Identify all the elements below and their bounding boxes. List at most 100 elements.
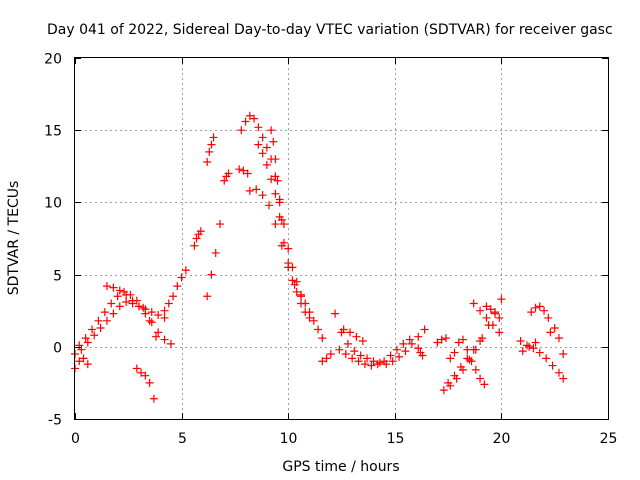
- plot-frame: [74, 57, 609, 420]
- data-point: [476, 374, 485, 383]
- data-point: [265, 201, 274, 210]
- data-point: [471, 365, 480, 374]
- data-point: [192, 234, 201, 243]
- data-point: [450, 348, 459, 357]
- data-point: [160, 306, 169, 315]
- data-point: [94, 316, 103, 325]
- data-point: [544, 313, 553, 322]
- data-point: [147, 308, 156, 317]
- data-point: [250, 114, 259, 123]
- data-point: [554, 368, 563, 377]
- data-point: [196, 227, 205, 236]
- data-point: [181, 266, 190, 275]
- data-point: [354, 357, 363, 366]
- data-point: [96, 324, 105, 333]
- x-tick-labels: 0 5 10 15 20 25: [71, 431, 617, 447]
- data-point: [207, 270, 216, 279]
- data-point: [109, 283, 118, 292]
- data-point: [102, 282, 111, 291]
- data-point: [540, 306, 549, 315]
- data-point: [360, 360, 369, 369]
- data-point: [401, 347, 410, 356]
- data-point: [271, 172, 280, 181]
- data-point: [254, 123, 263, 132]
- data-point: [205, 147, 214, 156]
- data-point: [100, 308, 109, 317]
- data-point: [139, 303, 148, 312]
- x-tick-label: 5: [178, 431, 187, 447]
- y-tick-label: 20: [44, 52, 62, 68]
- data-point: [113, 292, 122, 301]
- data-point: [271, 155, 280, 164]
- data-point: [446, 354, 455, 363]
- data-point: [239, 166, 248, 175]
- data-point: [356, 351, 365, 360]
- data-point: [392, 345, 401, 354]
- data-point: [414, 332, 423, 341]
- data-point: [318, 334, 327, 343]
- data-point: [284, 263, 293, 272]
- data-point: [296, 292, 305, 301]
- data-point: [152, 332, 161, 341]
- data-point: [245, 186, 254, 195]
- data-point: [160, 335, 169, 344]
- x-axis-label: GPS time / hours: [282, 459, 399, 475]
- data-point: [439, 386, 448, 395]
- data-point: [128, 296, 137, 305]
- data-point: [367, 361, 376, 370]
- data-point: [388, 357, 397, 366]
- data-point: [81, 334, 90, 343]
- data-point: [75, 341, 84, 350]
- data-point: [309, 316, 318, 325]
- data-point: [224, 169, 233, 178]
- data-point: [418, 351, 427, 360]
- data-point: [486, 305, 495, 314]
- data-point: [456, 363, 465, 372]
- data-point: [454, 338, 463, 347]
- data-point: [237, 126, 246, 135]
- data-point: [203, 157, 212, 166]
- data-point: [134, 302, 143, 311]
- data-point: [241, 117, 250, 126]
- data-point: [495, 328, 504, 337]
- data-point: [546, 328, 555, 337]
- x-tick-label: 0: [71, 431, 80, 447]
- data-point: [267, 175, 276, 184]
- y-tick-label: -5: [48, 413, 62, 429]
- data-point: [516, 337, 525, 346]
- data-point: [531, 338, 540, 347]
- data-point: [173, 282, 182, 291]
- data-point: [288, 276, 297, 285]
- data-point: [275, 198, 284, 207]
- y-tick-label: 0: [53, 341, 62, 357]
- data-point: [550, 324, 559, 333]
- data-point: [380, 357, 389, 366]
- data-point: [341, 350, 350, 359]
- data-point: [169, 292, 178, 301]
- data-point: [525, 342, 534, 351]
- data-point: [482, 302, 491, 311]
- data-point: [154, 311, 163, 320]
- data-point: [75, 357, 84, 366]
- data-point: [476, 337, 485, 346]
- data-point: [463, 354, 472, 363]
- data-point: [235, 165, 244, 174]
- data-point: [459, 335, 468, 344]
- data-point: [83, 360, 92, 369]
- y-tick-label: 5: [53, 269, 62, 285]
- data-point: [527, 308, 536, 317]
- data-point: [83, 338, 92, 347]
- data-point: [258, 149, 267, 158]
- data-point: [535, 302, 544, 311]
- data-point: [271, 220, 280, 229]
- data-point: [433, 338, 442, 347]
- data-point: [480, 380, 489, 389]
- data-point: [145, 316, 154, 325]
- x-tick-label: 25: [600, 431, 618, 447]
- data-point: [149, 394, 158, 403]
- data-point: [137, 368, 146, 377]
- data-point: [207, 140, 216, 149]
- data-point: [450, 371, 459, 380]
- data-point: [141, 371, 150, 380]
